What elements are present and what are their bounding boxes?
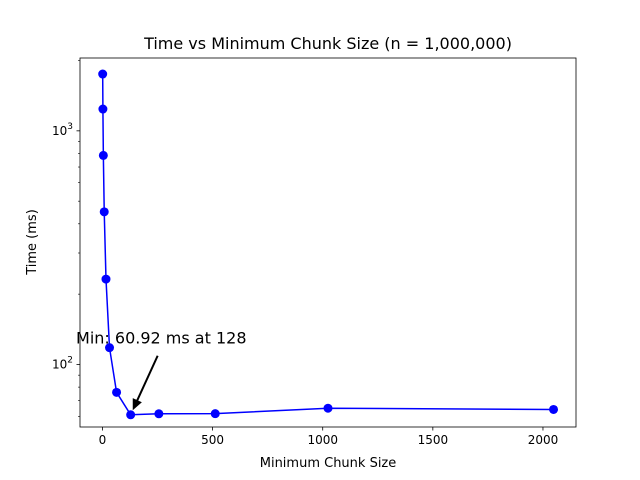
- x-axis-ticks: 0 500 1000 1500 2000: [99, 427, 559, 447]
- data-point: [105, 343, 115, 353]
- annotation-text: Min: 60.92 ms at 128: [76, 328, 246, 347]
- series-line: [101, 74, 554, 416]
- axes-frame: [79, 57, 577, 428]
- data-point: [98, 104, 108, 114]
- plot-area: 0 500 1000 1500 2000 102 103 Min: 60.92 ms at…: [52, 57, 577, 447]
- annotation-arrow-shaft: [135, 355, 159, 404]
- annotation-layer: Min: 60.92 ms at 128: [76, 328, 247, 411]
- data-point: [154, 409, 164, 419]
- data-point: [323, 403, 333, 413]
- annotation-arrow-head: [132, 398, 142, 411]
- y-tick-label: 103: [52, 122, 73, 138]
- data-point: [98, 150, 108, 160]
- x-tick-label: 1000: [307, 433, 338, 447]
- y-axis-label: Time (ms): [25, 209, 40, 276]
- x-tick-label: 1500: [418, 433, 449, 447]
- y-tick-label: 102: [52, 355, 73, 371]
- data-point: [126, 410, 136, 420]
- x-tick-label: 2000: [528, 433, 559, 447]
- series-layer: [98, 69, 559, 420]
- x-tick-label: 500: [201, 433, 224, 447]
- data-point: [112, 387, 122, 397]
- data-point: [98, 69, 108, 79]
- data-point: [210, 409, 220, 419]
- chart-title: Time vs Minimum Chunk Size (n = 1,000,00…: [143, 34, 512, 53]
- x-tick-label: 0: [99, 433, 107, 447]
- data-point: [101, 274, 111, 284]
- x-axis-label: Minimum Chunk Size: [260, 456, 397, 471]
- y-axis-ticks: 102 103: [52, 60, 80, 417]
- data-point: [99, 207, 109, 217]
- data-point: [549, 404, 559, 414]
